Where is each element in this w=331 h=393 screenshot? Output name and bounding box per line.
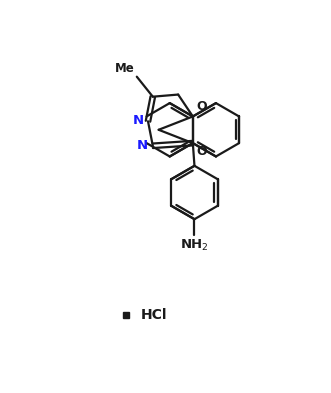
- Text: N: N: [137, 139, 148, 152]
- Text: O: O: [197, 145, 207, 158]
- Text: HCl: HCl: [141, 308, 167, 322]
- Text: Me: Me: [115, 62, 134, 75]
- Text: N: N: [132, 114, 143, 127]
- Text: O: O: [197, 100, 207, 113]
- Text: NH$_2$: NH$_2$: [180, 238, 209, 253]
